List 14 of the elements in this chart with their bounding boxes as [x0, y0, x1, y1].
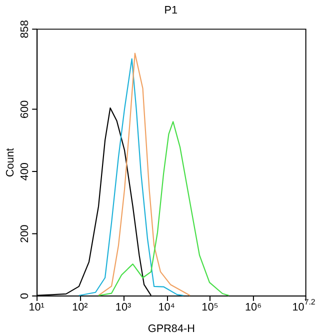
y-tick-label: 400: [19, 162, 32, 181]
y-tick-label: 600: [19, 100, 32, 118]
y-tick-label: 0: [19, 292, 32, 299]
chart-title: P1: [164, 4, 178, 17]
x-tick-label: 10⁴: [158, 301, 176, 314]
x-tick-label: 10³: [115, 301, 132, 314]
x-tick-label: 10²: [72, 301, 88, 314]
x-tick-label: 10⁶: [245, 301, 262, 314]
y-axis-title: Count: [4, 148, 16, 178]
x-tick-label: 10⁵: [202, 301, 218, 314]
x-tick-label: 10¹: [28, 301, 45, 314]
y-tick-label: 858: [19, 20, 32, 38]
y-tick-label: 200: [19, 224, 32, 243]
x-axis-title: GPR84-H: [148, 323, 195, 335]
